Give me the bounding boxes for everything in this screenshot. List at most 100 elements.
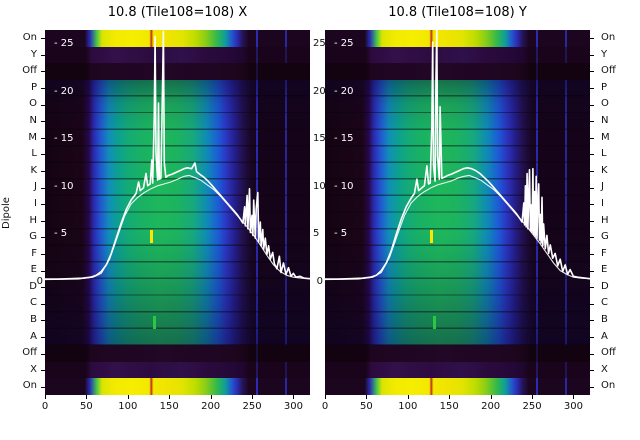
x-tick-mark [169,395,171,399]
dipole-label: P [30,81,37,93]
x-tick-label: 200 [201,401,221,412]
y-tick-mark [590,88,594,90]
dipole-label: O [29,98,37,110]
dipole-label: J [34,181,37,193]
dipole-label: F [31,247,37,259]
y-tick-mark [41,38,45,40]
dipole-label: N [601,114,609,126]
x-tick-mark [86,395,88,399]
x-tick-label: 250 [242,401,262,412]
dipole-label: N [29,114,37,126]
dipole-label: B [601,314,608,326]
x-tick-label: 200 [481,401,501,412]
band-y [45,46,310,64]
scale-label: - 15 [334,133,354,145]
x-tick-label: 100 [398,401,418,412]
band-off-top [45,63,310,80]
dipole-label: E [601,264,608,276]
power-trace [325,30,590,280]
band-off-bottom [45,345,310,362]
y-tick-mark [590,121,594,123]
scale-label: - 10 [334,180,354,192]
power-trace-secondary [45,174,310,281]
heatmap-panel-x [45,30,310,395]
y-tick-mark [590,386,594,388]
x-tick-label: 150 [159,401,179,412]
y-tick-mark [41,287,45,289]
y-tick-mark [590,270,594,272]
y-tick-mark [41,220,45,222]
dipole-label: I [601,197,604,209]
x-tick-mark [407,395,409,399]
y-tick-mark [41,171,45,173]
y-tick-mark [590,370,594,372]
scale-label: 15 [313,133,326,145]
x-tick-label: 150 [439,401,459,412]
band-y [325,46,590,64]
line-overlay-y [325,30,590,281]
rfi-marker-yellow-icon [149,230,153,243]
scale-label: - 25 [54,38,74,49]
y-tick-mark [41,353,45,355]
y-tick-mark [41,121,45,123]
dipole-label: Off [22,65,37,77]
y-tick-mark [590,104,594,106]
dipole-label: Off [22,347,37,359]
dipole-label: Y [30,48,37,60]
dipole-label: K [30,164,37,176]
heatmap-panel-y [325,30,590,395]
y-tick-mark [41,137,45,139]
band-on-top [325,30,590,47]
dipole-label: H [29,214,37,226]
y-tick-mark [41,270,45,272]
dipole-label: A [30,330,37,342]
scale-label: - 25 [334,38,354,49]
dipole-label: I [34,197,37,209]
y-tick-mark [41,303,45,305]
dipole-label: P [601,81,608,93]
x-tick-mark [449,395,451,399]
x-tick-mark [532,395,534,399]
dipole-label: M [601,131,610,143]
y-tick-mark [590,137,594,139]
power-trace-secondary [325,174,590,281]
x-tick-mark [293,395,295,399]
band-x [45,361,310,379]
y-tick-mark [590,287,594,289]
x-tick-label: 100 [118,401,138,412]
y-tick-mark [41,253,45,255]
band-on-bottom [45,378,310,395]
y-tick-mark [590,237,594,239]
y-tick-mark [41,104,45,106]
y-tick-mark [590,38,594,40]
y-tick-mark [590,204,594,206]
dipole-label: C [30,297,37,309]
band-dipoles [325,79,590,346]
dipole-label: On [22,32,37,43]
y-tick-mark [590,54,594,56]
x-tick-mark [210,395,212,399]
dipole-label: H [601,214,609,226]
y-tick-mark [41,370,45,372]
x-tick-mark [325,395,326,399]
dipole-label: On [601,32,616,43]
panel-title-y: 10.8 (Tile108=108) Y [388,5,527,20]
dipole-label: J [601,181,604,193]
y-tick-mark [41,237,45,239]
y-tick-mark [590,336,594,338]
y-tick-mark [41,320,45,322]
scale-label: - 20 [334,85,354,97]
y-tick-mark [41,204,45,206]
scale-label: 10 [313,180,326,192]
y-tick-mark [590,320,594,322]
band-dipoles [45,79,310,346]
dipole-label: On [601,380,616,392]
rfi-marker-yellow-icon [429,230,433,243]
scale-label: - 20 [54,85,74,97]
band-off-bottom [325,345,590,362]
x-tick-mark [573,395,575,399]
dipole-label: D [601,280,609,292]
dipole-label: M [28,131,37,143]
scale-label: - 5 [54,228,68,240]
dipole-label: D [29,280,37,292]
